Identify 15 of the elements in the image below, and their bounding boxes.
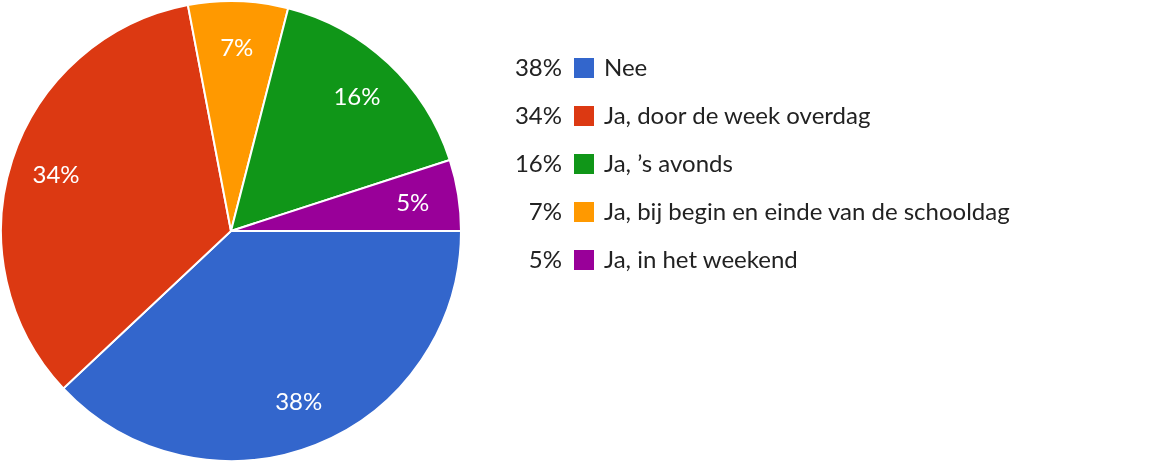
legend-label: Ja, in het weekend xyxy=(604,244,798,274)
legend-label: Ja, bij begin en einde van de schooldag xyxy=(604,196,1010,226)
text: 34% xyxy=(514,100,562,130)
legend-label: Ja, ’s avonds xyxy=(604,148,733,178)
data-label: 38% xyxy=(275,386,323,416)
legend-label: Ja, door de week overdag xyxy=(604,100,871,130)
data-label: 16% xyxy=(333,81,381,111)
legend-label: Nee xyxy=(604,52,648,82)
text: 5% xyxy=(528,244,562,274)
data-label: 5% xyxy=(396,186,430,216)
text: 16% xyxy=(514,148,562,178)
data-label: 34% xyxy=(32,158,80,188)
text: 7% xyxy=(528,196,562,226)
text: 38% xyxy=(514,52,562,82)
data-label: 7% xyxy=(220,31,254,61)
